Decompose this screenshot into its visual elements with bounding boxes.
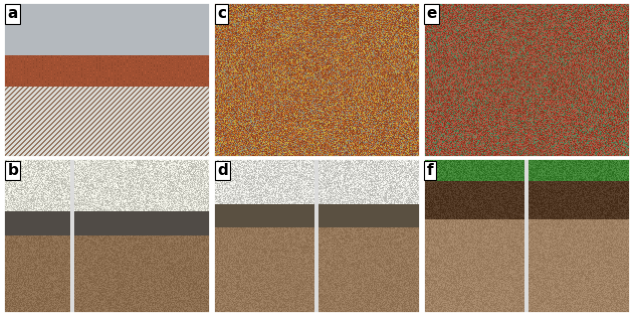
Text: b: b bbox=[8, 163, 18, 178]
Text: f: f bbox=[427, 163, 434, 178]
Text: d: d bbox=[217, 163, 228, 178]
Text: a: a bbox=[8, 6, 18, 21]
Text: c: c bbox=[217, 6, 226, 21]
Text: e: e bbox=[427, 6, 437, 21]
